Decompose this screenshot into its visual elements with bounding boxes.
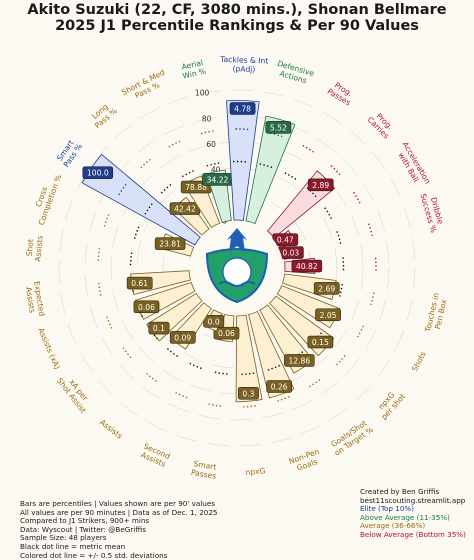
metric-label: Prog.Passes bbox=[326, 79, 357, 108]
std-line bbox=[141, 159, 150, 167]
value-label: 42.42 bbox=[174, 205, 196, 214]
value-label: 100.0 bbox=[87, 169, 109, 178]
metric-label: SmartPass % bbox=[54, 137, 84, 169]
mean-line bbox=[182, 170, 196, 177]
std-line bbox=[243, 406, 256, 407]
metric-label: Shots bbox=[410, 350, 428, 373]
metric-label: SecondAssists bbox=[139, 442, 172, 470]
std-line bbox=[107, 317, 112, 329]
metric-label: Prog.Carries bbox=[366, 109, 398, 141]
metric-label: DribbleSuccess % bbox=[418, 190, 446, 234]
metric-label: Goals/Shoton Target % bbox=[328, 417, 375, 457]
metric-label: CrossCompletion % bbox=[28, 170, 63, 226]
metric-label: xA perShot Assist bbox=[55, 371, 95, 415]
value-label: 2.05 bbox=[320, 311, 337, 320]
value-label: 23.81 bbox=[159, 240, 181, 249]
std-line bbox=[209, 404, 221, 406]
footer-credits: Created by Ben Griffis best11scouting.st… bbox=[360, 488, 466, 540]
tick-label: 80 bbox=[202, 114, 212, 123]
mean-line bbox=[131, 250, 132, 265]
footer-note: Colored dot line = +/- 0.5 std. deviatio… bbox=[20, 552, 218, 560]
metric-label: Non-PenGoals bbox=[288, 447, 324, 475]
value-label: 2.69 bbox=[318, 284, 335, 293]
value-label: 0.1 bbox=[153, 324, 165, 333]
metric-label: Short & MedPass % bbox=[120, 68, 170, 105]
std-line bbox=[201, 131, 213, 134]
value-label: 34.22 bbox=[207, 175, 229, 184]
metric-label: ExpectedAssists bbox=[23, 280, 46, 318]
value-label: 0.47 bbox=[277, 236, 294, 245]
mean-line bbox=[285, 173, 298, 181]
metric-label: Touches inPen Box bbox=[423, 292, 450, 336]
metric-label: npxGper shot bbox=[373, 386, 407, 421]
std-line bbox=[147, 374, 157, 382]
metric-label: Assists bbox=[98, 418, 124, 441]
legend-below-average: Below Average (Bottom 35%) bbox=[360, 531, 466, 540]
metric-label: AerialWin % bbox=[180, 58, 207, 81]
value-label: 0.06 bbox=[218, 329, 235, 338]
std-line bbox=[358, 326, 364, 337]
std-line bbox=[123, 348, 131, 358]
value-label: 5.52 bbox=[270, 123, 287, 132]
std-line bbox=[104, 215, 108, 227]
std-line bbox=[98, 248, 99, 261]
metric-label: Tackles & Int(pAdj) bbox=[219, 55, 269, 75]
metric-label: DefensiveActions bbox=[274, 59, 316, 87]
mean-line bbox=[166, 347, 178, 356]
std-line bbox=[303, 145, 314, 151]
value-label: 12.86 bbox=[288, 356, 310, 365]
value-label: 4.78 bbox=[234, 104, 251, 113]
value-label: 0.0 bbox=[208, 317, 220, 326]
std-line bbox=[99, 283, 101, 295]
std-line bbox=[278, 397, 290, 401]
std-line bbox=[331, 166, 340, 175]
std-line bbox=[309, 380, 319, 387]
mean-line bbox=[325, 208, 333, 221]
mean-line bbox=[161, 183, 172, 193]
tick-label: 60 bbox=[206, 140, 216, 149]
footer-notes: Bars are percentiles | Values shown are … bbox=[20, 500, 218, 560]
metric-label: ShotAssists bbox=[24, 234, 44, 262]
std-line bbox=[371, 293, 374, 305]
metric-label: Accelerationwith Ball bbox=[393, 140, 432, 190]
mean-line bbox=[212, 372, 227, 374]
value-label: 0.06 bbox=[138, 303, 155, 312]
std-line bbox=[176, 393, 188, 398]
metric-label: SmartPasses bbox=[190, 459, 218, 481]
std-line bbox=[369, 224, 372, 236]
mean-line bbox=[187, 362, 201, 368]
value-label: 0.61 bbox=[131, 279, 148, 288]
metric-label: npxG bbox=[245, 466, 266, 477]
value-label: 0.03 bbox=[282, 249, 299, 258]
metric-label: LongPass % bbox=[87, 99, 119, 130]
std-line bbox=[337, 355, 345, 364]
mean-line bbox=[135, 225, 140, 239]
mean-line bbox=[343, 257, 344, 272]
mean-line bbox=[337, 231, 341, 246]
value-label: 0.15 bbox=[312, 338, 329, 347]
value-label: 0.09 bbox=[174, 333, 191, 342]
std-line bbox=[354, 192, 360, 203]
value-label: 40.82 bbox=[296, 262, 318, 271]
value-label: 0.26 bbox=[271, 383, 288, 392]
metric-label: Assists (xA) bbox=[36, 327, 62, 371]
value-label: 0.3 bbox=[242, 389, 254, 398]
tick-label: 100 bbox=[195, 89, 210, 98]
std-line bbox=[169, 141, 180, 147]
value-label: 2.89 bbox=[312, 181, 329, 190]
